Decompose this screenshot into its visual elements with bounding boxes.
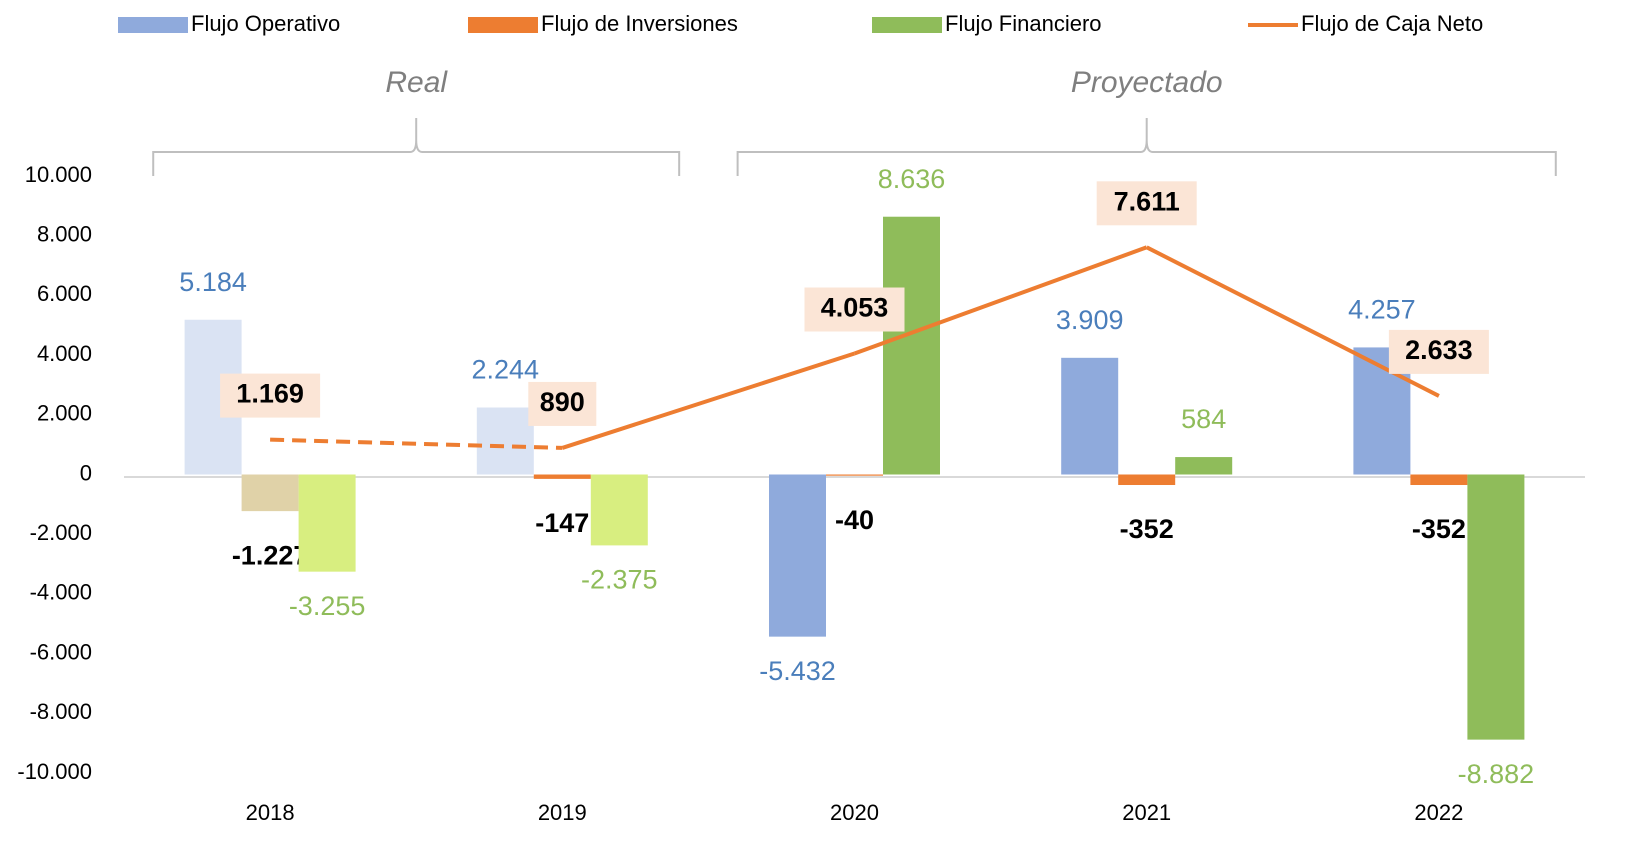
x-tick-label: 2019 bbox=[538, 800, 587, 825]
line-segment bbox=[561, 351, 856, 450]
data-label: -1.227 bbox=[232, 540, 309, 570]
y-tick-label: 6.000 bbox=[37, 281, 92, 306]
bar bbox=[1175, 457, 1233, 475]
legend-swatch bbox=[468, 17, 538, 33]
data-label: 7.611 bbox=[1114, 186, 1180, 216]
y-tick-label: -8.000 bbox=[30, 699, 92, 724]
bar bbox=[1061, 357, 1119, 475]
y-tick-label: -10.000 bbox=[17, 759, 92, 784]
bar bbox=[476, 407, 534, 475]
legend-label: Flujo Financiero bbox=[945, 11, 1102, 36]
y-tick-label: 0 bbox=[80, 460, 92, 485]
data-label-box bbox=[528, 381, 597, 426]
data-label: -3.255 bbox=[289, 591, 366, 621]
data-label: -147 bbox=[535, 508, 589, 538]
line-segment bbox=[270, 437, 563, 450]
data-label: -2.375 bbox=[581, 565, 658, 595]
y-tick-label: 2.000 bbox=[37, 401, 92, 426]
bar bbox=[241, 474, 299, 512]
data-label: 2.244 bbox=[472, 355, 540, 385]
x-tick-label: 2022 bbox=[1414, 800, 1463, 825]
line-segment bbox=[853, 245, 1148, 356]
y-tick-label: 10.000 bbox=[25, 162, 92, 187]
data-label: -352 bbox=[1120, 514, 1174, 544]
bar bbox=[769, 474, 826, 637]
data-label: 8.636 bbox=[878, 164, 946, 194]
legend-label: Flujo Operativo bbox=[191, 11, 340, 36]
y-tick-label: 4.000 bbox=[37, 341, 92, 366]
data-label: 1.169 bbox=[236, 379, 304, 409]
bar bbox=[1118, 474, 1176, 486]
data-label: 3.909 bbox=[1056, 305, 1124, 335]
x-tick-label: 2020 bbox=[830, 800, 879, 825]
y-tick-label: -4.000 bbox=[30, 580, 92, 605]
annotation: Proyectado bbox=[1071, 66, 1223, 99]
x-tick-label: 2018 bbox=[246, 800, 295, 825]
y-tick-label: -2.000 bbox=[30, 520, 92, 545]
legend-label: Flujo de Caja Neto bbox=[1301, 11, 1483, 36]
bracket bbox=[152, 118, 681, 176]
x-tick-label: 2021 bbox=[1122, 800, 1171, 825]
data-label: -40 bbox=[835, 505, 874, 535]
data-label: 584 bbox=[1181, 404, 1226, 434]
data-label: 2.633 bbox=[1405, 335, 1473, 365]
data-label: -8.882 bbox=[1458, 759, 1535, 789]
data-label: -5.432 bbox=[759, 656, 836, 686]
data-label: 890 bbox=[540, 387, 585, 417]
legend-label: Flujo de Inversiones bbox=[541, 11, 738, 36]
bracket bbox=[736, 118, 1557, 176]
y-tick-label: -6.000 bbox=[30, 639, 92, 664]
bar bbox=[883, 216, 940, 475]
data-label-box bbox=[1388, 329, 1489, 374]
bar bbox=[1467, 474, 1525, 740]
data-label: -352 bbox=[1412, 514, 1466, 544]
data-label-box bbox=[1096, 181, 1197, 226]
data-label-box bbox=[804, 287, 905, 332]
bar bbox=[533, 474, 591, 479]
data-label: 4.257 bbox=[1348, 295, 1416, 325]
bar bbox=[590, 474, 648, 546]
bar bbox=[826, 474, 883, 476]
bar bbox=[298, 474, 356, 572]
legend-swatch bbox=[872, 17, 942, 33]
data-label: 4.053 bbox=[821, 293, 889, 323]
bar bbox=[1410, 474, 1468, 486]
data-label: 5.184 bbox=[179, 267, 247, 297]
y-tick-label: 8.000 bbox=[37, 222, 92, 247]
data-label-box bbox=[220, 373, 321, 418]
legend-swatch bbox=[118, 17, 188, 33]
annotation: Real bbox=[385, 66, 448, 99]
